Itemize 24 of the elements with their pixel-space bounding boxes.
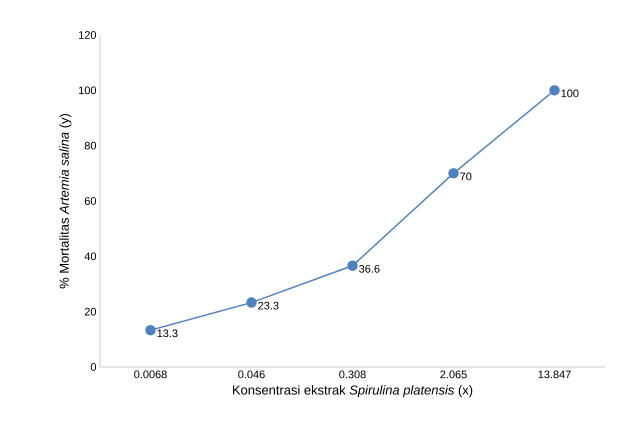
point	[246, 297, 257, 308]
x-tick-label: 13.847	[538, 370, 571, 378]
y-tick-label: 80	[84, 142, 96, 150]
point	[448, 168, 459, 179]
data-label: 100	[562, 90, 579, 98]
x-tick-label: 0.046	[238, 370, 265, 378]
y-axis-title: % Mortalitas Artemia salina (y)	[59, 114, 72, 288]
data-label: 23.3	[258, 302, 279, 310]
x-tick-label: 0.0068	[134, 370, 167, 378]
y-tick-label: 60	[84, 197, 96, 205]
x-axis-title: Konsentrasi ekstrak Spirulina platensis (x)	[232, 385, 472, 398]
y-tick-label: 20	[84, 308, 96, 316]
y-tick-label: 40	[84, 252, 96, 260]
y-tick-label: 0	[90, 363, 96, 371]
point	[549, 85, 560, 96]
data-label: 13.3	[158, 329, 178, 338]
y-tick-label: 120	[79, 31, 96, 39]
point	[145, 324, 156, 336]
y-tick-label: 100	[79, 86, 96, 94]
data-label: 36.6	[359, 264, 380, 273]
x-tick-label: 2.065	[440, 370, 467, 378]
x-tick-label: 0.308	[339, 370, 366, 378]
point	[347, 260, 358, 271]
data-label: 70	[460, 172, 472, 180]
